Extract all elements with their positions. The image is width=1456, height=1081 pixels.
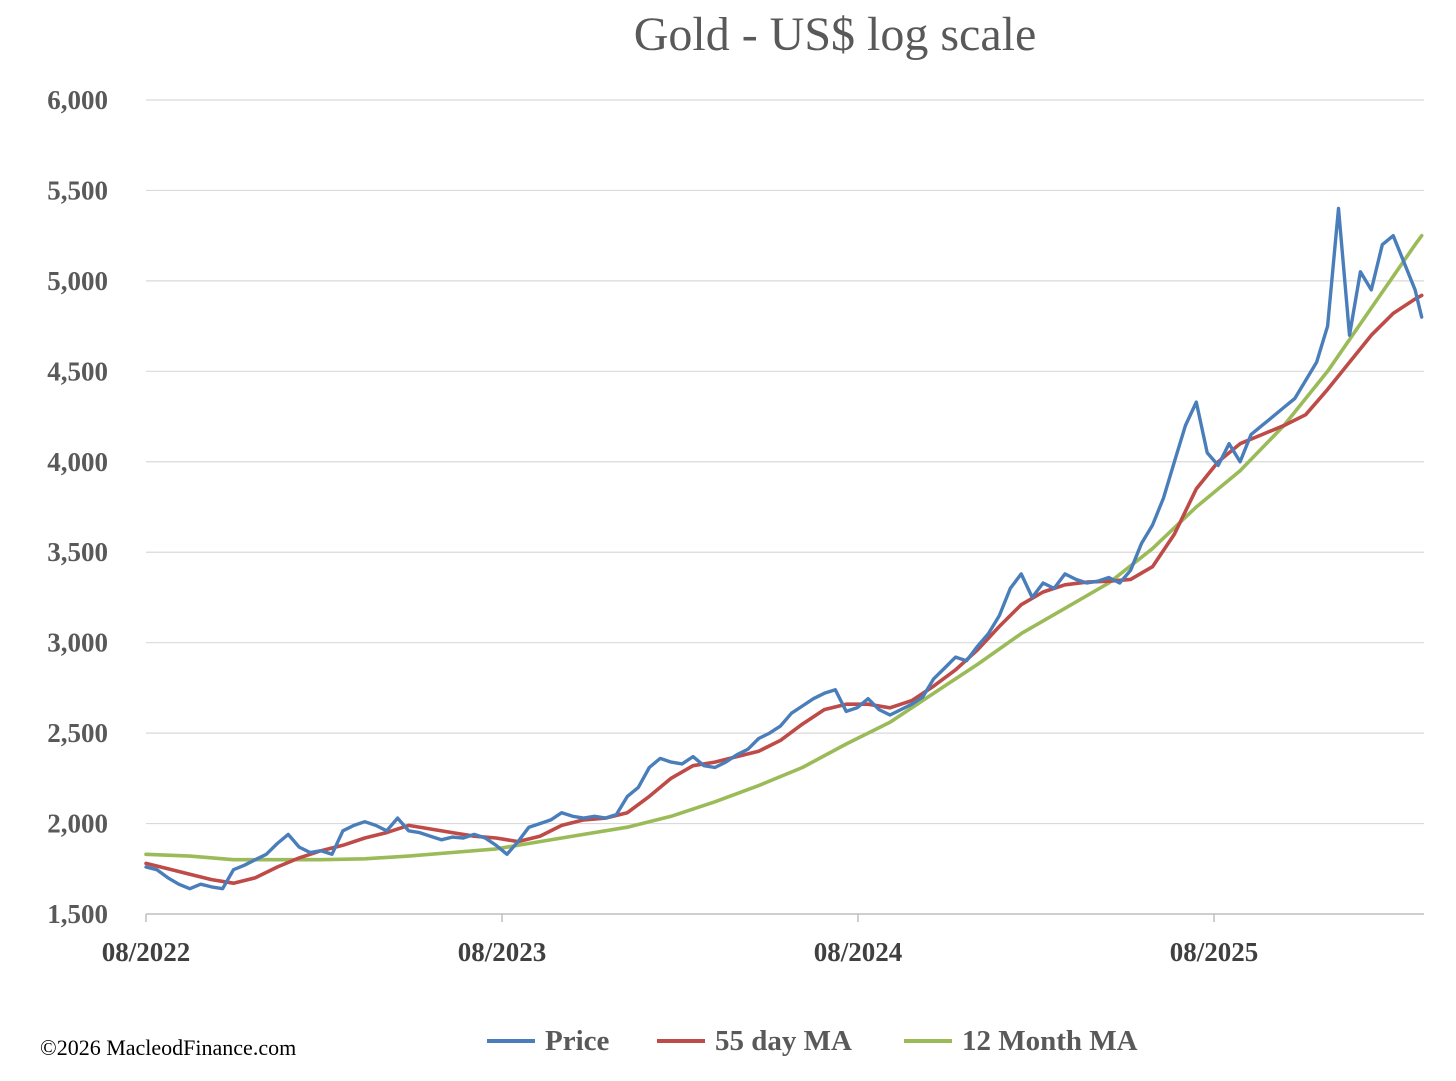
y-tick-label: 4,000 bbox=[47, 447, 108, 477]
gridlines bbox=[146, 99, 1424, 825]
series-line-12-month-ma bbox=[144, 233, 1424, 862]
x-tick-label: 08/2025 bbox=[1170, 937, 1259, 967]
y-tick-label: 2,000 bbox=[47, 809, 108, 839]
legend-label-price: Price bbox=[545, 1025, 610, 1057]
x-tick-label: 08/2023 bbox=[458, 937, 547, 967]
copyright-credit: ©2026 MacleodFinance.com bbox=[40, 1035, 296, 1060]
chart-title: Gold - US$ log scale bbox=[634, 8, 1037, 61]
x-tick-label: 08/2024 bbox=[814, 937, 903, 967]
y-tick-label: 1,500 bbox=[47, 899, 108, 929]
series-line-55-day-ma bbox=[144, 293, 1424, 885]
y-tick-label: 4,500 bbox=[47, 356, 108, 386]
x-tick-label: 08/2022 bbox=[102, 937, 191, 967]
y-tick-label: 5,500 bbox=[47, 175, 108, 205]
y-tick-label: 3,500 bbox=[47, 537, 108, 567]
x-axis: 08/2022 08/2023 08/2024 08/2025 bbox=[102, 913, 1424, 967]
legend-label-12-month-ma: 12 Month MA bbox=[962, 1025, 1138, 1057]
legend: Price 55 day MA 12 Month MA bbox=[487, 1025, 1138, 1057]
y-tick-label: 3,000 bbox=[47, 628, 108, 658]
y-tick-label: 5,000 bbox=[47, 266, 108, 296]
series-line-price bbox=[144, 206, 1424, 891]
y-tick-label: 2,500 bbox=[47, 718, 108, 748]
series-lines bbox=[144, 206, 1424, 891]
legend-label-55-day-ma: 55 day MA bbox=[715, 1025, 852, 1057]
y-tick-label: 6,000 bbox=[47, 85, 108, 115]
y-axis-tick-labels: 1,500 2,000 2,500 3,000 3,500 4,000 4,500 5,000… bbox=[47, 85, 108, 929]
